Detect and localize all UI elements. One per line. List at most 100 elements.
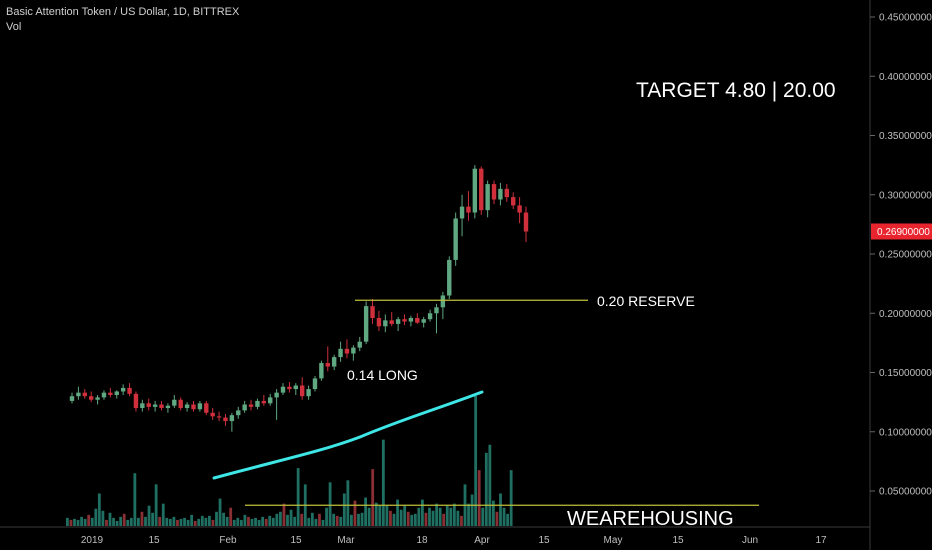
candle-body <box>114 391 119 396</box>
volume-bar <box>289 509 293 526</box>
volume-bar <box>509 470 513 526</box>
candle-body <box>88 396 94 400</box>
volume-bar <box>335 515 339 526</box>
volume-bar <box>310 512 314 526</box>
symbol-title[interactable]: Basic Attention Token / US Dollar, 1D, B… <box>6 6 240 18</box>
candle-body <box>447 259 452 296</box>
volume-bar <box>183 517 186 526</box>
volume-bar <box>495 511 499 526</box>
volume-bar <box>492 500 495 526</box>
volume-bar <box>73 518 76 526</box>
volume-bar <box>396 499 399 526</box>
volume-bar <box>133 473 137 526</box>
volume-bar <box>200 515 204 526</box>
time-tick-label: 15 <box>672 535 684 546</box>
candle-body <box>216 416 222 418</box>
candle-body <box>210 412 215 417</box>
candle-body <box>236 410 241 416</box>
volume-bar <box>449 507 453 526</box>
volume-bar <box>321 519 325 526</box>
candle-body <box>204 403 209 413</box>
candle-body <box>261 400 267 404</box>
candlesticks <box>69 165 529 432</box>
volume-bar <box>137 517 140 526</box>
volume-bar <box>186 519 190 526</box>
candle-body <box>274 392 279 398</box>
volume-bar <box>215 511 218 526</box>
time-tick-label: 17 <box>815 535 827 546</box>
volume-bar <box>353 500 357 526</box>
candle-body <box>395 319 401 324</box>
candle-body <box>434 307 439 314</box>
warehousing-annotation[interactable]: WEAREHOUSING <box>567 508 734 530</box>
volume-bar <box>350 514 353 526</box>
candle-body <box>255 400 260 407</box>
volume-bar <box>232 519 236 526</box>
time-axis[interactable]: 2019 15 Feb 15 Mar 18 Apr 15 May 15 Jun 17 <box>0 526 870 546</box>
candle-body <box>331 357 337 367</box>
candle-body <box>178 399 183 409</box>
volume-bar <box>122 513 126 526</box>
candle-body <box>479 168 484 211</box>
volume-bar <box>229 507 233 526</box>
candle-body <box>120 387 126 392</box>
volume-bar <box>197 518 201 526</box>
volume-bar <box>144 516 147 526</box>
candle-body <box>76 392 81 397</box>
volume-bar <box>293 516 296 526</box>
candle-body <box>287 386 292 390</box>
candle-body <box>69 396 75 401</box>
time-tick-label: 2019 <box>81 535 104 546</box>
candle-body <box>280 386 286 393</box>
volume-bar <box>417 507 421 526</box>
volume-bar <box>69 519 73 526</box>
candle-body <box>133 393 139 409</box>
long-annotation[interactable]: 0.14 LONG <box>347 367 418 383</box>
volume-bar <box>374 502 378 526</box>
candle-body <box>95 397 100 400</box>
candle-body <box>229 415 235 422</box>
target-annotation[interactable]: TARGET 4.80 | 20.00 <box>636 79 836 102</box>
volume-bar <box>243 514 247 526</box>
candle-body <box>248 404 254 407</box>
candle-body <box>338 348 343 358</box>
volume-bar <box>314 518 318 526</box>
volume-bar <box>488 444 492 526</box>
volume-bar <box>346 480 350 526</box>
time-tick-label: 18 <box>416 535 428 546</box>
volume-bar <box>467 503 470 526</box>
price-tick-label: 0.35000000 <box>879 131 932 142</box>
volume-bar <box>161 503 165 526</box>
volume-indicator-label[interactable]: Vol <box>6 21 22 33</box>
volume-bar <box>499 493 502 526</box>
time-tick-label: 15 <box>290 535 302 546</box>
volume-bar <box>413 513 417 526</box>
volume-bar <box>179 518 183 526</box>
volume-bar <box>222 512 225 526</box>
price-axis[interactable]: 0.45000000 0.40000000 0.35000000 0.30000000… <box>869 0 932 550</box>
volume-bar <box>506 513 509 526</box>
reserve-annotation[interactable]: 0.20 RESERVE <box>597 293 695 309</box>
candle-body <box>319 363 324 379</box>
volume-bar <box>165 517 169 526</box>
volume-bar <box>105 519 108 526</box>
candle-body <box>152 404 158 407</box>
volume-bar <box>154 484 158 526</box>
volume-bar <box>168 518 172 526</box>
volume-trendline <box>212 390 484 480</box>
price-tick-label: 0.40000000 <box>879 72 932 83</box>
price-tick-label: 0.20000000 <box>879 309 932 320</box>
volume-bar <box>367 507 371 526</box>
candle-body <box>191 404 196 410</box>
volume-bar <box>389 510 392 526</box>
time-tick-label: Apr <box>474 535 490 546</box>
volume-bar <box>204 517 208 526</box>
annotations: TARGET 4.80 | 20.00 0.20 RESERVE 0.14 LO… <box>347 79 836 530</box>
candle-body <box>127 387 132 394</box>
candle-body <box>523 212 529 232</box>
volume-bar <box>236 517 240 526</box>
volume-bar <box>172 516 176 526</box>
candle-body <box>517 205 522 213</box>
time-tick-label: 15 <box>148 535 160 546</box>
